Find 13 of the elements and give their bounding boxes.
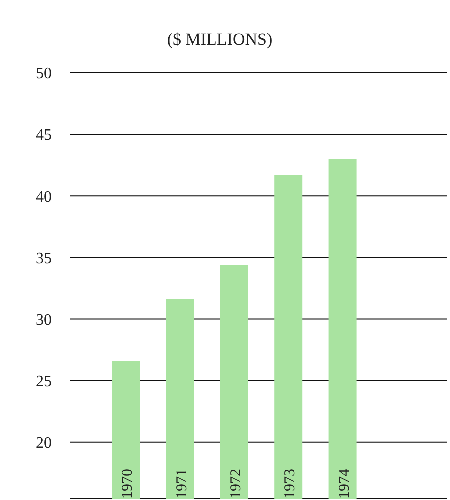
x-tick-label: 1971 bbox=[174, 469, 190, 499]
x-tick-label: 1970 bbox=[120, 469, 136, 499]
x-tick-label: 1974 bbox=[336, 468, 353, 499]
x-tick-label: 1973 bbox=[282, 469, 299, 499]
y-tick-label: 35 bbox=[36, 250, 52, 268]
y-tick-label: 30 bbox=[36, 312, 52, 329]
y-tick-label: 20 bbox=[36, 435, 52, 452]
x-tick-label: 1972 bbox=[228, 469, 244, 499]
chart-title: ($ MILLIONS) bbox=[166, 30, 274, 50]
y-tick-label: 50 bbox=[36, 66, 52, 83]
y-tick-label: 45 bbox=[36, 127, 52, 144]
y-tick-label: 25 bbox=[36, 373, 52, 390]
y-tick-label: 40 bbox=[36, 188, 52, 206]
